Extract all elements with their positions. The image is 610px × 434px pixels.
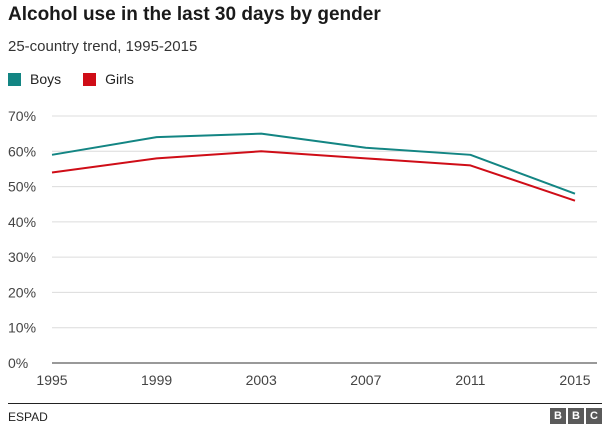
- legend-item-girls: Girls: [83, 71, 134, 87]
- bbc-logo: B B C: [550, 408, 602, 424]
- y-tick-label: 20%: [8, 284, 36, 300]
- source-label: ESPAD: [8, 410, 48, 424]
- bbc-logo-letter: B: [568, 408, 584, 424]
- legend-item-boys: Boys: [8, 71, 61, 87]
- y-tick-label: 50%: [8, 179, 36, 195]
- chart-title: Alcohol use in the last 30 days by gende…: [8, 4, 381, 25]
- series-line-boys: [51, 132, 576, 195]
- legend-label-boys: Boys: [30, 71, 62, 87]
- x-tick-label: 2011: [455, 372, 485, 388]
- chart-subtitle: 25-country trend, 1995-2015: [8, 38, 198, 55]
- footer-divider: [8, 403, 602, 404]
- legend: Boys Girls: [8, 71, 156, 87]
- y-tick-label: 40%: [8, 214, 36, 230]
- y-tick-label: 30%: [8, 249, 36, 265]
- y-tick-label: 10%: [8, 320, 36, 336]
- bbc-logo-letter: C: [586, 408, 602, 424]
- bbc-logo-letter: B: [550, 408, 566, 424]
- series-line-girls: [51, 150, 576, 202]
- line-chart: 0% 10% 20% 30% 40% 50% 60% 70% 1995 1999 2003 2007 2…: [8, 108, 597, 388]
- x-tick-label: 1995: [36, 372, 67, 388]
- legend-swatch-girls: [83, 72, 97, 86]
- y-tick-label: 70%: [8, 108, 36, 124]
- legend-swatch-boys: [8, 72, 21, 86]
- y-tick-label: 0%: [8, 355, 28, 371]
- x-tick-label: 2003: [246, 372, 277, 388]
- legend-label-girls: Girls: [105, 71, 134, 87]
- x-tick-label: 2015: [559, 372, 590, 388]
- y-tick-label: 60%: [8, 143, 36, 159]
- x-tick-label: 2007: [350, 372, 381, 388]
- x-tick-label: 1999: [141, 372, 172, 388]
